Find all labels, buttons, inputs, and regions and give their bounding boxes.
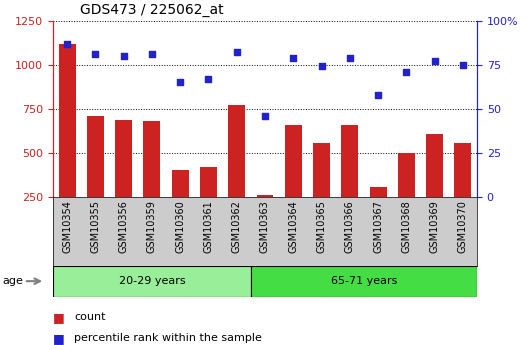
- Text: GSM10368: GSM10368: [401, 200, 411, 253]
- Bar: [257, 195, 273, 197]
- Text: GSM10367: GSM10367: [373, 200, 383, 253]
- Point: [261, 113, 269, 118]
- Bar: [285, 125, 302, 197]
- Point: [458, 62, 467, 68]
- Bar: [251, 266, 477, 297]
- Point: [402, 69, 411, 75]
- Bar: [172, 170, 189, 197]
- Text: ■: ■: [53, 332, 69, 345]
- Point: [119, 53, 128, 59]
- Bar: [426, 134, 443, 197]
- Point: [148, 51, 156, 57]
- Text: GSM10360: GSM10360: [175, 200, 185, 253]
- Bar: [59, 43, 76, 197]
- Text: GDS473 / 225062_at: GDS473 / 225062_at: [80, 3, 223, 17]
- Point: [233, 50, 241, 55]
- Point: [91, 51, 100, 57]
- Bar: [144, 121, 161, 197]
- Point: [204, 76, 213, 81]
- Point: [63, 41, 72, 46]
- Text: GSM10359: GSM10359: [147, 200, 157, 253]
- Bar: [87, 116, 104, 197]
- Text: 65-71 years: 65-71 years: [331, 276, 397, 286]
- Point: [317, 64, 326, 69]
- Text: ■: ■: [53, 311, 69, 324]
- Bar: [200, 167, 217, 197]
- Bar: [369, 187, 386, 197]
- Bar: [228, 105, 245, 197]
- Text: GSM10365: GSM10365: [316, 200, 326, 253]
- Text: GSM10364: GSM10364: [288, 200, 298, 253]
- Text: 20-29 years: 20-29 years: [119, 276, 186, 286]
- Text: GSM10363: GSM10363: [260, 200, 270, 253]
- Bar: [398, 152, 415, 197]
- Bar: [313, 143, 330, 197]
- Text: GSM10355: GSM10355: [91, 200, 100, 253]
- Point: [374, 92, 382, 97]
- Text: GSM10356: GSM10356: [119, 200, 129, 253]
- Text: GSM10369: GSM10369: [430, 200, 439, 253]
- Bar: [454, 143, 471, 197]
- Text: GSM10362: GSM10362: [232, 200, 242, 253]
- Text: GSM10370: GSM10370: [458, 200, 468, 253]
- Text: GSM10361: GSM10361: [204, 200, 214, 253]
- Text: count: count: [74, 313, 105, 322]
- Bar: [53, 266, 251, 297]
- Text: age: age: [3, 276, 23, 286]
- Point: [176, 80, 184, 85]
- Text: GSM10366: GSM10366: [345, 200, 355, 253]
- Text: GSM10354: GSM10354: [62, 200, 72, 253]
- Bar: [341, 125, 358, 197]
- Point: [430, 58, 439, 64]
- Bar: [115, 120, 132, 197]
- Point: [289, 55, 297, 60]
- Point: [346, 55, 354, 60]
- Text: percentile rank within the sample: percentile rank within the sample: [74, 333, 262, 343]
